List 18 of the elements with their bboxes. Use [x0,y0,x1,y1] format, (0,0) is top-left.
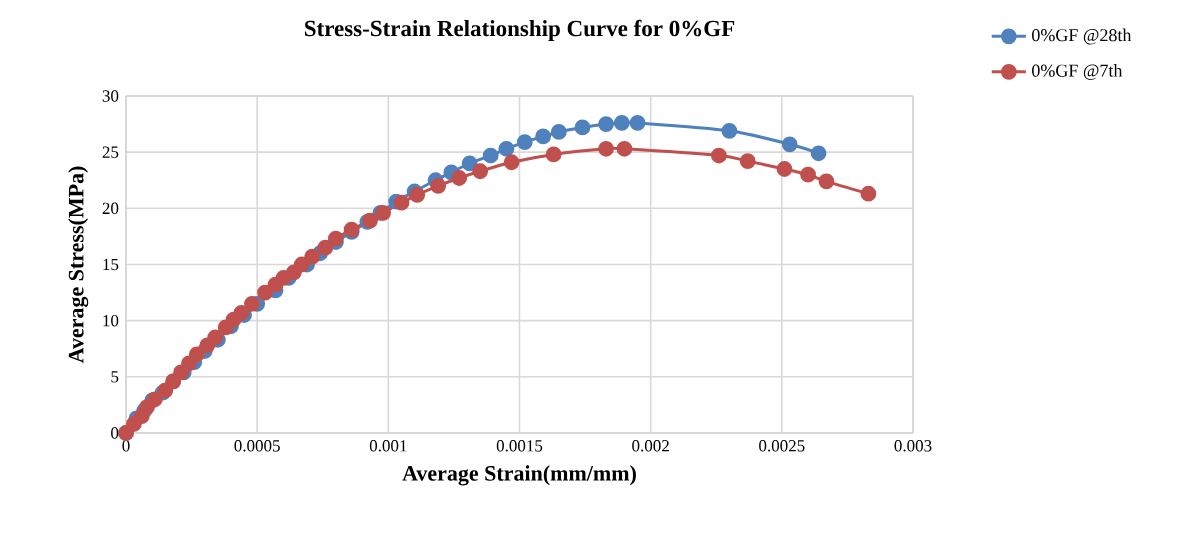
y-tick-label: 10 [103,314,119,327]
y-tick-label: 20 [102,202,119,215]
y-tick-label: 0 [111,427,119,439]
y-axis-title: Average Stress(MPa) [68,166,89,364]
x-tick-label: 0.001 [369,440,407,452]
x-tick-label: 0.0005 [234,440,280,452]
y-tick-label: 15 [103,258,119,271]
x-tick-label: 0.0015 [496,440,543,452]
x-axis-title: Average Strain(mm/mm) [402,465,636,486]
chart-title: Stress-Strain Relationship Curve for 0%GF [305,19,735,41]
legend-label: 0%GF @28th [1032,28,1132,45]
x-tick-label: 0.0025 [759,440,805,452]
x-tick-label: 0.003 [894,440,932,452]
y-tick-label: 25 [102,146,119,158]
y-tick-label: 30 [102,90,119,102]
legend-label: 0%GF @7th [1032,64,1123,80]
x-tick-label: 0.002 [632,440,669,452]
y-tick-label: 5 [111,371,119,383]
